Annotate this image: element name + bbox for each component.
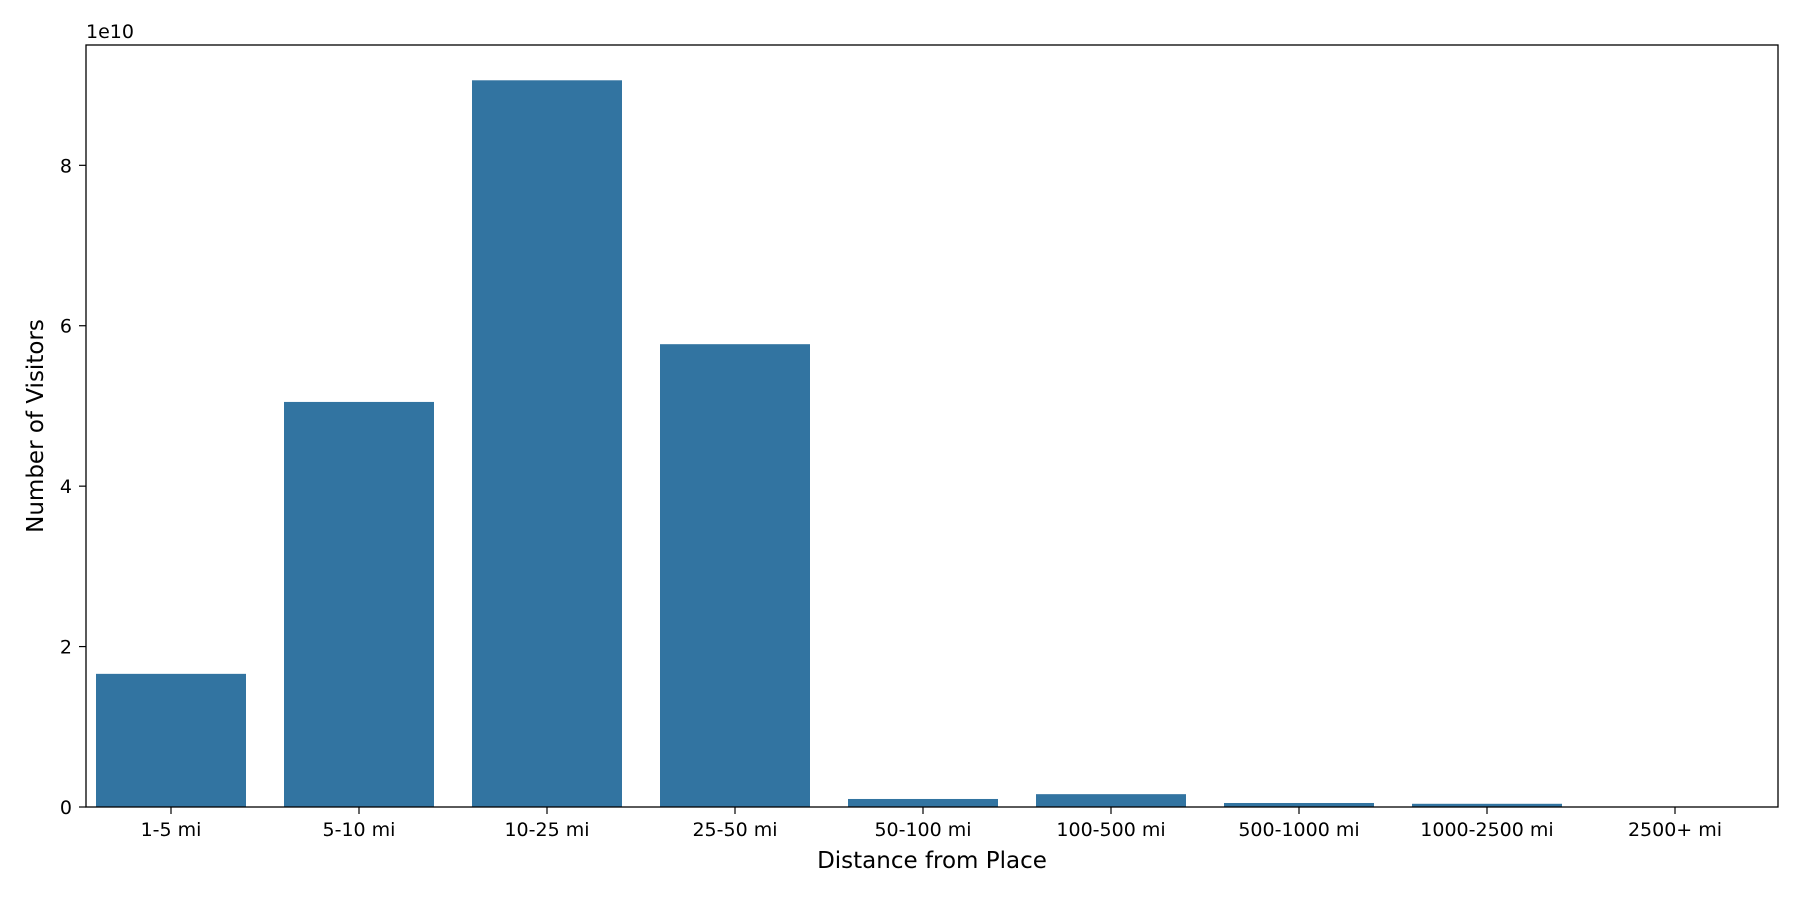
y-axis-title: Number of Visitors xyxy=(23,319,49,533)
bar-5 xyxy=(1036,794,1186,807)
x-tick-label-5: 100-500 mi xyxy=(1056,819,1165,841)
x-tick-label-6: 500-1000 mi xyxy=(1238,819,1359,841)
x-tick-label-1: 5-10 mi xyxy=(323,819,396,841)
x-axis-ticks: 1-5 mi 5-10 mi 10-25 mi 25-50 mi 50-100 mi 10… xyxy=(141,807,1722,841)
y-tick-label-0: 0 xyxy=(60,797,72,819)
bar-2 xyxy=(472,80,622,808)
x-tick-label-0: 1-5 mi xyxy=(141,819,202,841)
x-tick-label-4: 50-100 mi xyxy=(874,819,971,841)
bar-3 xyxy=(660,344,810,807)
x-tick-label-7: 1000-2500 mi xyxy=(1420,819,1553,841)
bars-group xyxy=(96,80,1562,808)
y-axis-offset-label: 1e10 xyxy=(86,21,134,43)
y-tick-label-1: 2 xyxy=(60,637,72,659)
x-tick-label-2: 10-25 mi xyxy=(504,819,589,841)
bar-0 xyxy=(96,673,246,807)
bar-7 xyxy=(1412,803,1562,807)
y-tick-label-2: 4 xyxy=(60,476,72,498)
y-axis-ticks: 0 2 4 6 8 xyxy=(60,155,86,819)
bar-4 xyxy=(848,798,998,807)
bar-6 xyxy=(1224,802,1374,807)
x-tick-label-3: 25-50 mi xyxy=(692,819,777,841)
x-axis-title: Distance from Place xyxy=(817,848,1047,874)
x-tick-label-8: 2500+ mi xyxy=(1628,819,1722,841)
y-tick-label-4: 8 xyxy=(60,155,72,177)
y-tick-label-3: 6 xyxy=(60,316,72,338)
plot-area-frame xyxy=(85,44,1779,808)
bar-1 xyxy=(284,401,434,807)
